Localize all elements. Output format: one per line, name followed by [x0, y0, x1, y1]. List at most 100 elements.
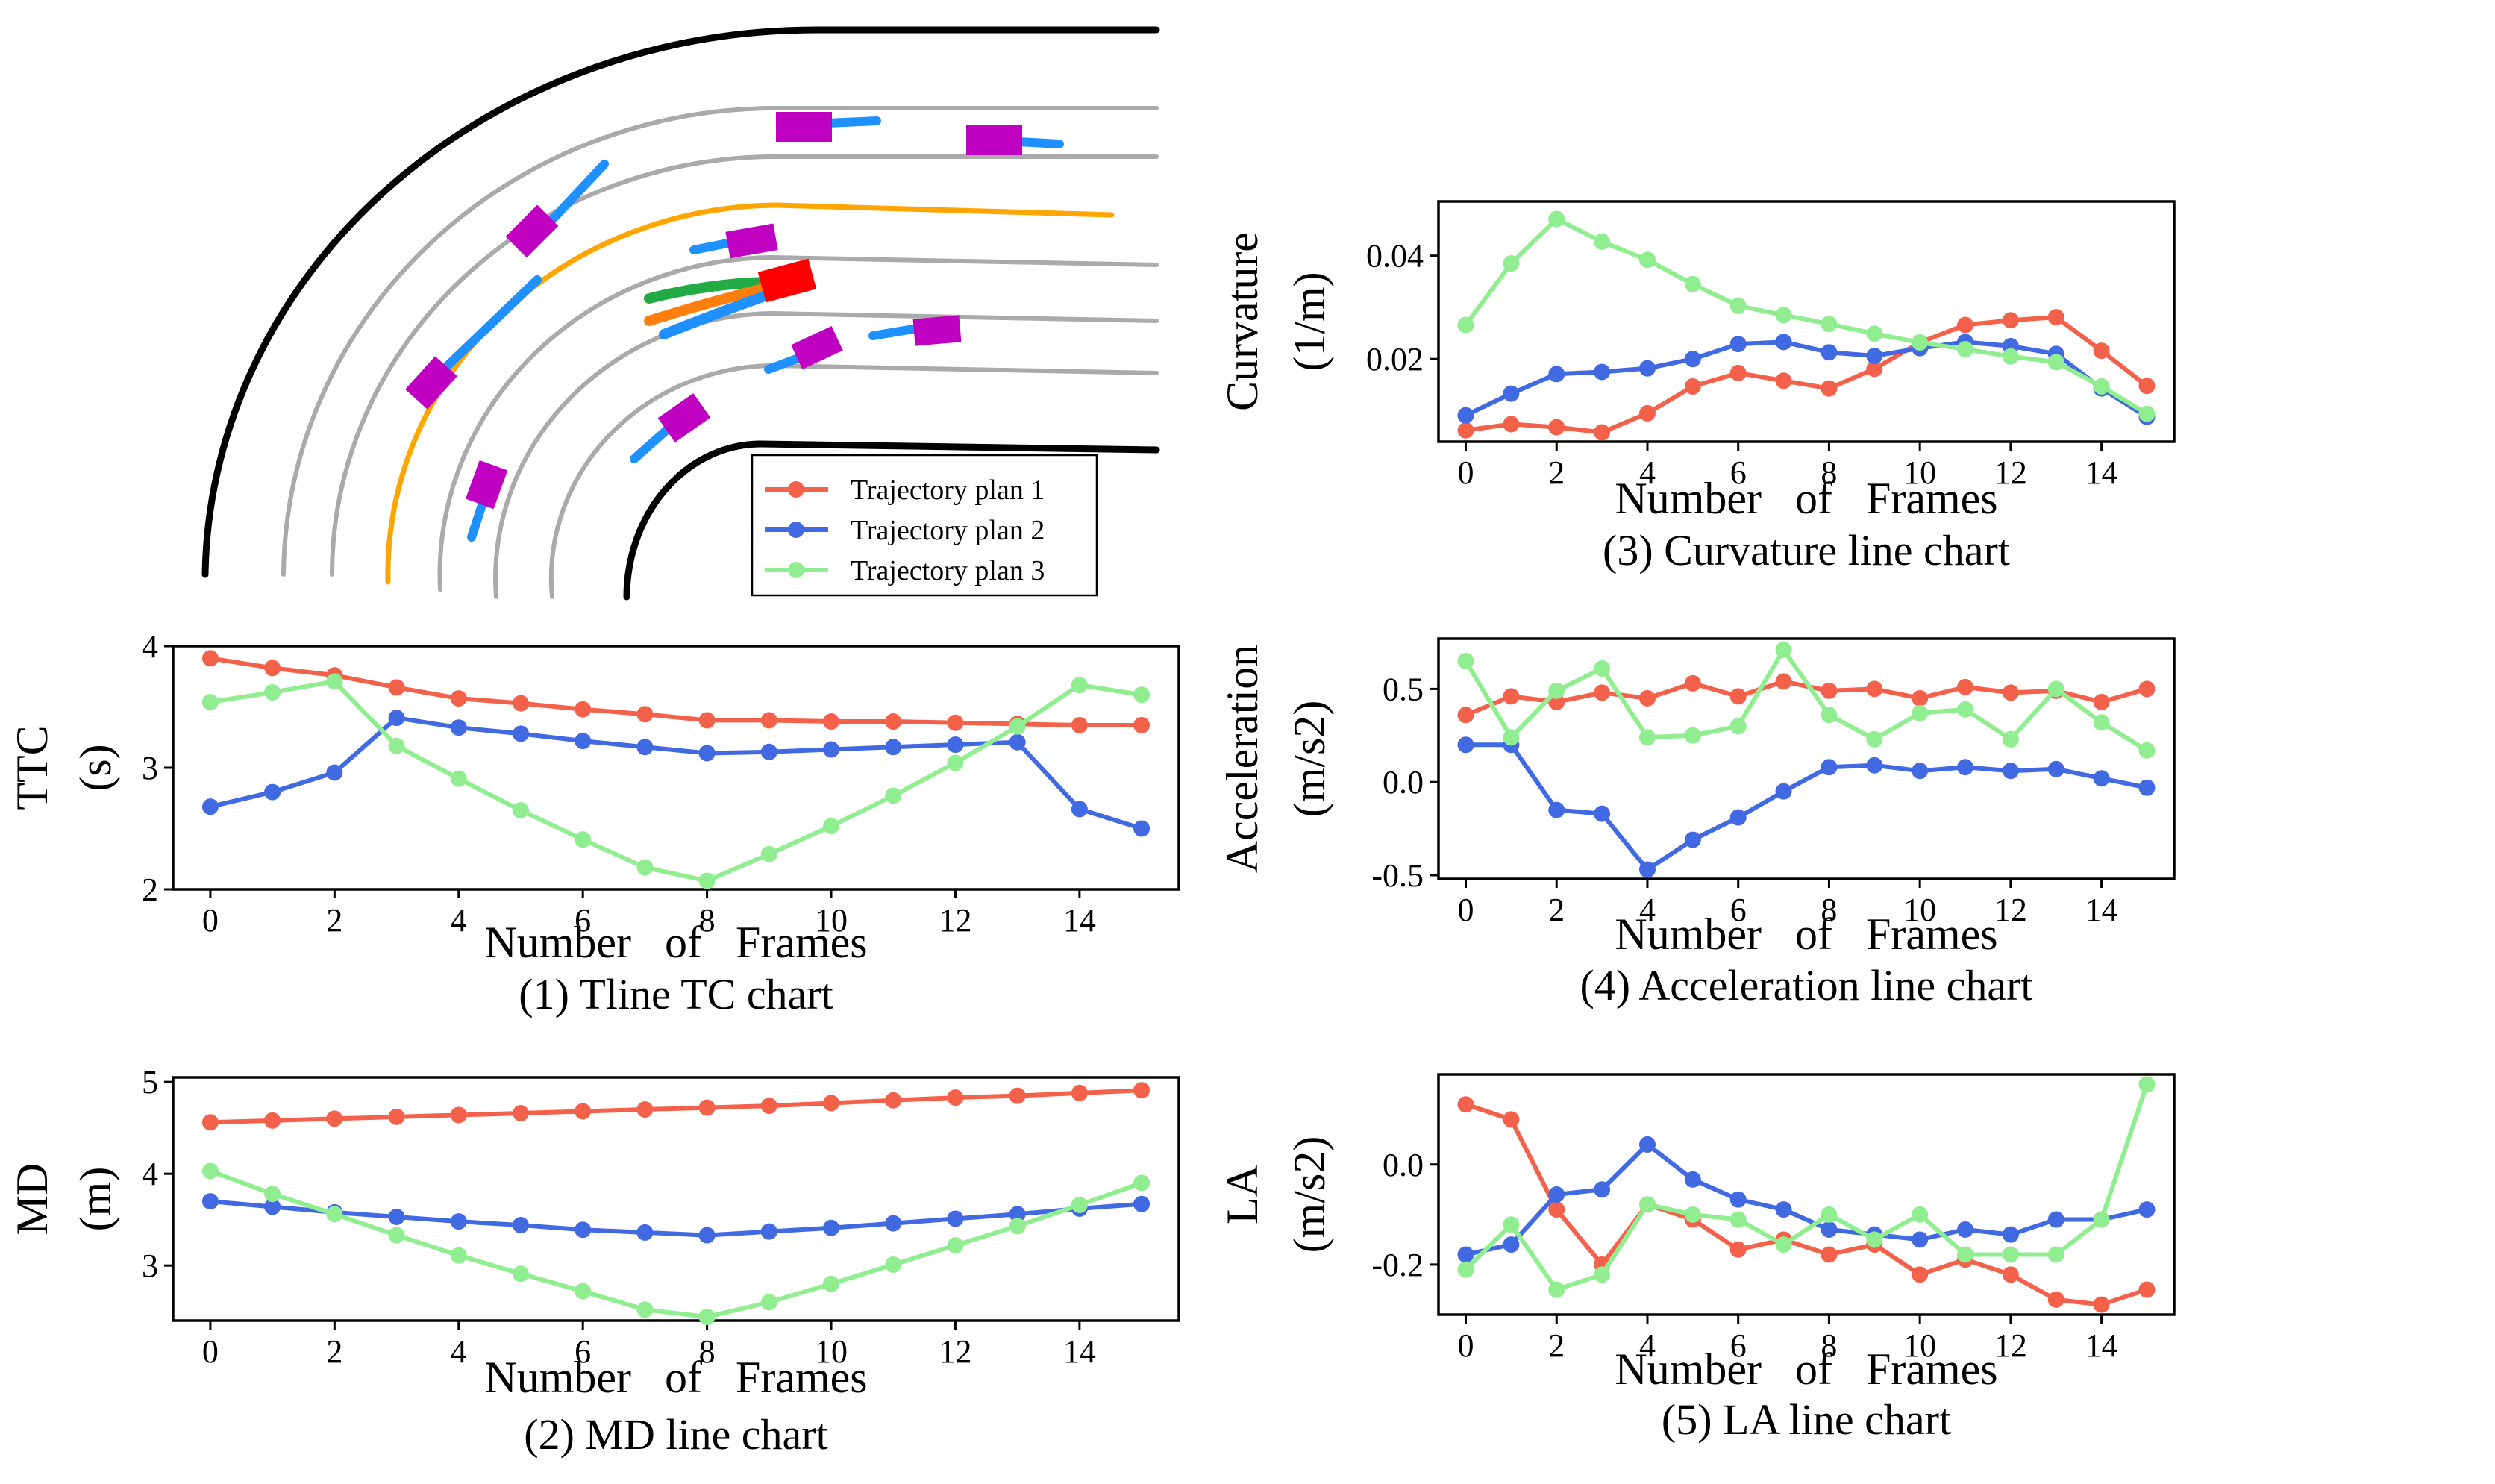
data-point-plan-2: [885, 739, 902, 756]
data-point-plan-2: [1912, 1231, 1929, 1248]
lane-line: [770, 363, 1159, 375]
road-edge-inner-straight: [757, 440, 1160, 454]
data-point-plan-1: [1957, 678, 1974, 695]
data-point-plan-3: [326, 1206, 343, 1223]
data-point-plan-3: [1684, 727, 1701, 744]
x-tick-label: 14: [1063, 902, 1096, 939]
data-point-plan-2: [450, 719, 467, 736]
data-point-plan-3: [2002, 1246, 2019, 1263]
obstacle-trajectory: [443, 275, 542, 370]
data-point-plan-1: [1457, 422, 1474, 439]
y-tick-label: 3: [142, 750, 158, 786]
data-point-plan-1: [885, 1092, 902, 1109]
obstacle-trajectory: [764, 354, 803, 374]
data-point-plan-1: [1821, 682, 1838, 699]
data-point-plan-1: [2047, 1291, 2064, 1308]
data-point-plan-2: [575, 733, 592, 750]
data-point-plan-1: [450, 690, 467, 707]
data-point-plan-1: [2002, 1266, 2019, 1283]
data-point-plan-3: [450, 1247, 467, 1264]
data-point-plan-3: [698, 1309, 716, 1326]
obstacle-trajectory: [1014, 137, 1064, 148]
road-edge-outer: [201, 26, 824, 578]
data-point-plan-2: [1821, 1221, 1838, 1238]
data-point-plan-3: [1775, 307, 1792, 324]
data-point-plan-3: [1457, 1261, 1474, 1278]
data-point-plan-3: [1548, 1281, 1565, 1298]
series-line-plan-3: [1464, 216, 2149, 416]
data-point-plan-2: [2093, 770, 2110, 787]
data-point-plan-2: [760, 1223, 777, 1240]
data-point-plan-2: [1133, 1195, 1151, 1212]
data-point-plan-3: [2093, 1211, 2110, 1228]
lane-line: [548, 363, 774, 599]
curvature-chart: 0 2 4 6 8 10 12 14 0.02 0.04 Number of Frames Curva…: [1218, 200, 2176, 574]
data-point-plan-1: [1457, 1096, 1474, 1113]
data-point-plan-3: [1503, 1216, 1520, 1233]
y-tick-label: -0.2: [1371, 1247, 1424, 1283]
obstacle-vehicle: [912, 315, 962, 346]
y-axis-label: (m/s2): [1285, 1136, 1334, 1253]
data-point-plan-3: [1912, 334, 1929, 351]
x-tick-label: 4: [1639, 892, 1656, 928]
legend-label: Trajectory plan 2: [851, 515, 1045, 546]
data-point-plan-2: [1009, 733, 1026, 751]
x-tick-label: 10: [815, 1333, 848, 1370]
data-point-plan-3: [575, 831, 592, 848]
data-point-plan-2: [947, 736, 964, 754]
data-point-plan-1: [1009, 1087, 1026, 1104]
data-point-plan-3: [1457, 316, 1474, 334]
data-point-plan-1: [1684, 378, 1701, 395]
data-point-plan-1: [575, 701, 592, 718]
data-point-plan-3: [1457, 652, 1474, 669]
obstacle-vehicle: [657, 392, 711, 443]
data-point-plan-1: [1133, 716, 1151, 733]
chart-caption: (2) MD line chart: [524, 1410, 827, 1459]
data-point-plan-2: [760, 743, 777, 760]
data-point-plan-3: [1866, 1231, 1883, 1248]
data-point-plan-3: [1729, 297, 1747, 314]
data-point-plan-1: [1684, 674, 1701, 692]
data-point-plan-2: [1912, 763, 1929, 780]
data-point-plan-1: [1957, 316, 1974, 334]
x-tick-label: 2: [1548, 892, 1565, 928]
x-axis-label: Number of Frames: [1615, 1344, 1997, 1394]
x-tick-label: 6: [1730, 892, 1747, 928]
data-point-plan-2: [947, 1210, 964, 1227]
data-point-plan-1: [2002, 312, 2019, 329]
series-line-plan-1: [210, 656, 1142, 727]
data-point-plan-1: [2093, 1296, 2110, 1313]
road-edge-inner: [623, 440, 765, 601]
data-point-plan-3: [760, 845, 777, 862]
x-tick-label: 10: [1903, 454, 1936, 491]
legend-marker-plan-3: [788, 562, 804, 578]
data-point-plan-3: [388, 1227, 405, 1244]
x-axis-label: Number of Frames: [1615, 910, 1997, 959]
y-axis-label: (s): [71, 744, 120, 791]
data-point-plan-2: [636, 739, 654, 756]
data-point-plan-1: [1866, 360, 1883, 378]
y-axis-label: Acceleration: [1218, 645, 1267, 873]
data-point-plan-1: [326, 1110, 343, 1127]
data-point-plan-3: [264, 1186, 281, 1203]
x-axis-label: Number of Frames: [484, 918, 867, 967]
data-point-plan-1: [1638, 404, 1656, 422]
y-tick-label: 4: [142, 628, 158, 665]
y-tick-label: 0.04: [1366, 238, 1424, 275]
data-point-plan-1: [2093, 342, 2110, 360]
data-point-plan-1: [201, 1114, 219, 1131]
data-point-plan-3: [1866, 730, 1883, 748]
x-tick-label: 0: [1458, 892, 1474, 928]
data-point-plan-3: [201, 693, 219, 710]
x-tick-label: 8: [699, 902, 716, 939]
data-point-plan-3: [1912, 1206, 1929, 1223]
data-point-plan-2: [1866, 757, 1883, 774]
data-point-plan-1: [823, 1095, 840, 1112]
data-point-plan-2: [264, 1198, 281, 1215]
data-point-plan-2: [2002, 1226, 2019, 1243]
x-tick-label: 8: [1821, 1327, 1837, 1364]
plot-frame: [172, 1076, 1180, 1322]
series-line-plan-2: [210, 1199, 1142, 1238]
data-point-plan-3: [1548, 210, 1565, 228]
data-point-plan-1: [388, 679, 405, 696]
